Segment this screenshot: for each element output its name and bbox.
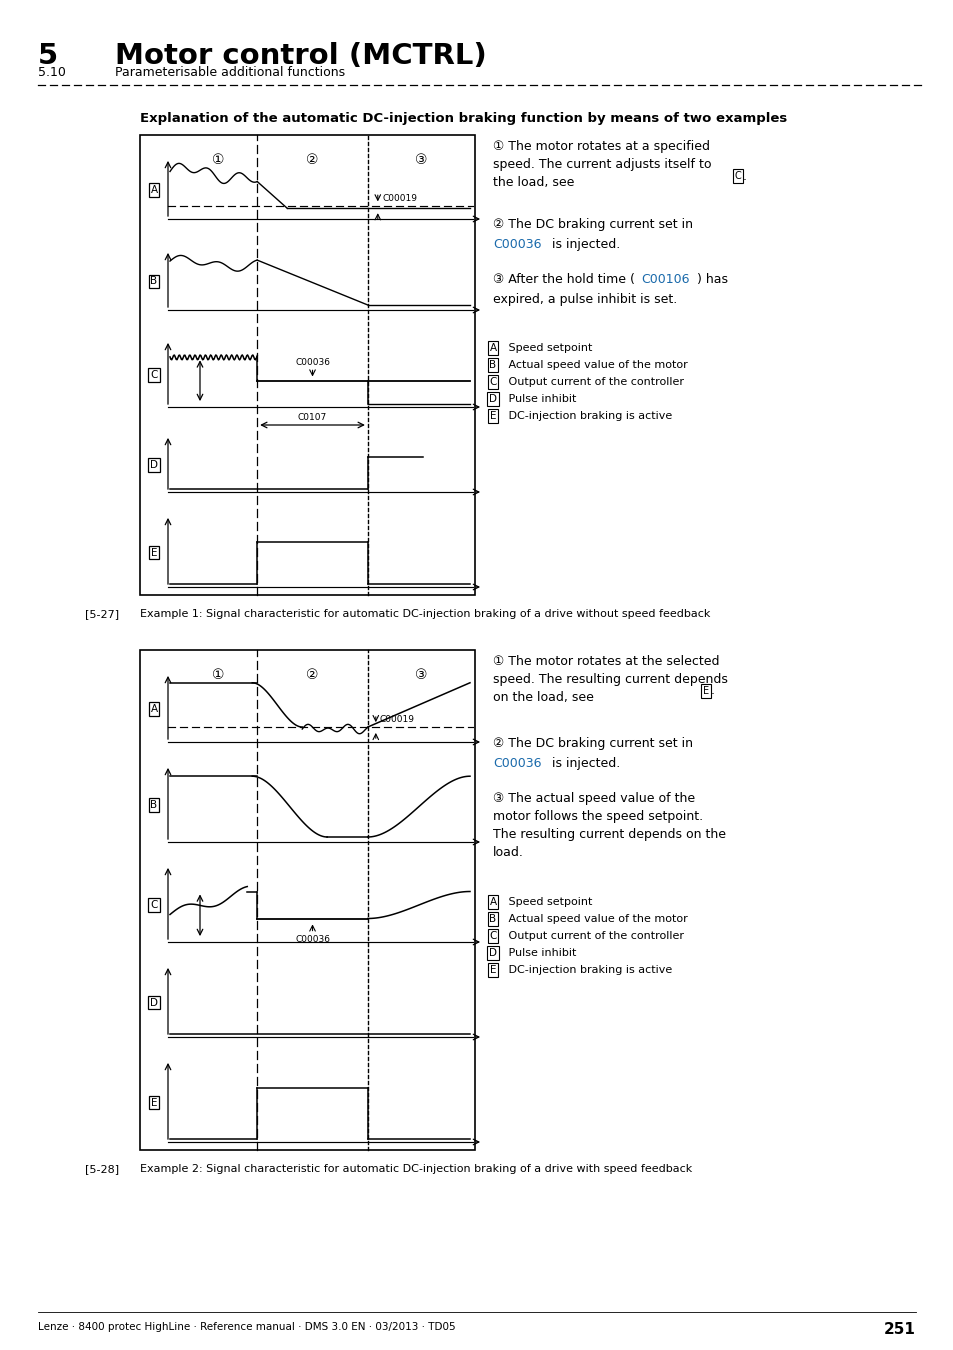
Text: is injected.: is injected. bbox=[547, 238, 619, 251]
Text: D: D bbox=[150, 460, 158, 470]
Text: A: A bbox=[151, 185, 157, 194]
Text: Motor control (MCTRL): Motor control (MCTRL) bbox=[115, 42, 486, 70]
Text: E: E bbox=[151, 1098, 157, 1107]
Text: C00019: C00019 bbox=[382, 194, 417, 202]
Text: C00036: C00036 bbox=[294, 358, 330, 367]
Text: C00036: C00036 bbox=[493, 238, 541, 251]
Text: ①: ① bbox=[213, 668, 225, 682]
Text: ② The DC braking current set in: ② The DC braking current set in bbox=[493, 217, 692, 231]
Text: C0107: C0107 bbox=[297, 413, 327, 423]
Bar bbox=[140, 135, 475, 595]
Text: Parameterisable additional functions: Parameterisable additional functions bbox=[115, 66, 345, 80]
Text: C: C bbox=[489, 931, 497, 941]
Text: ③: ③ bbox=[415, 153, 427, 167]
Text: ①: ① bbox=[213, 153, 225, 167]
Text: expired, a pulse inhibit is set.: expired, a pulse inhibit is set. bbox=[493, 293, 677, 306]
Text: DC-injection braking is active: DC-injection braking is active bbox=[504, 410, 672, 421]
Text: B: B bbox=[489, 914, 497, 923]
Text: Actual speed value of the motor: Actual speed value of the motor bbox=[504, 360, 687, 370]
Text: B: B bbox=[151, 277, 157, 286]
Text: Output current of the controller: Output current of the controller bbox=[504, 377, 683, 387]
Text: Example 2: Signal characteristic for automatic DC-injection braking of a drive w: Example 2: Signal characteristic for aut… bbox=[140, 1164, 692, 1174]
Text: C: C bbox=[151, 900, 157, 910]
Text: Output current of the controller: Output current of the controller bbox=[504, 931, 683, 941]
Text: .: . bbox=[742, 170, 746, 182]
Text: E: E bbox=[489, 965, 496, 975]
Text: E: E bbox=[151, 548, 157, 558]
Text: Speed setpoint: Speed setpoint bbox=[504, 343, 592, 352]
Text: Pulse inhibit: Pulse inhibit bbox=[504, 394, 576, 404]
Text: E: E bbox=[702, 686, 708, 697]
Text: ② The DC braking current set in: ② The DC braking current set in bbox=[493, 737, 692, 751]
Text: A: A bbox=[489, 896, 497, 907]
Bar bbox=[140, 649, 475, 1150]
Text: D: D bbox=[489, 394, 497, 404]
Text: C: C bbox=[734, 171, 740, 181]
Text: ③: ③ bbox=[415, 668, 427, 682]
Text: is injected.: is injected. bbox=[547, 757, 619, 769]
Text: [5-28]: [5-28] bbox=[85, 1164, 119, 1174]
Text: Explanation of the automatic DC-injection braking function by means of two examp: Explanation of the automatic DC-injectio… bbox=[140, 112, 786, 126]
Text: C00019: C00019 bbox=[379, 714, 415, 724]
Text: D: D bbox=[150, 998, 158, 1007]
Text: ① The motor rotates at the selected
speed. The resulting current depends
on the : ① The motor rotates at the selected spee… bbox=[493, 655, 727, 703]
Text: C00036: C00036 bbox=[294, 934, 330, 944]
Text: A: A bbox=[489, 343, 497, 352]
Text: Pulse inhibit: Pulse inhibit bbox=[504, 948, 576, 958]
Text: B: B bbox=[489, 360, 497, 370]
Text: 5.10: 5.10 bbox=[38, 66, 66, 80]
Text: C: C bbox=[151, 370, 157, 379]
Text: 5: 5 bbox=[38, 42, 58, 70]
Text: C00036: C00036 bbox=[493, 757, 541, 769]
Text: D: D bbox=[489, 948, 497, 958]
Text: C: C bbox=[489, 377, 497, 387]
Text: ③ After the hold time (: ③ After the hold time ( bbox=[493, 273, 634, 286]
Text: ②: ② bbox=[306, 668, 318, 682]
Text: A: A bbox=[151, 703, 157, 714]
Text: C00106: C00106 bbox=[640, 273, 689, 286]
Text: ③ The actual speed value of the
motor follows the speed setpoint.
The resulting : ③ The actual speed value of the motor fo… bbox=[493, 792, 725, 859]
Text: .: . bbox=[710, 684, 714, 698]
Text: DC-injection braking is active: DC-injection braking is active bbox=[504, 965, 672, 975]
Text: E: E bbox=[489, 410, 496, 421]
Text: Example 1: Signal characteristic for automatic DC-injection braking of a drive w: Example 1: Signal characteristic for aut… bbox=[140, 609, 710, 620]
Text: ) has: ) has bbox=[697, 273, 727, 286]
Text: B: B bbox=[151, 801, 157, 810]
Text: Lenze · 8400 protec HighLine · Reference manual · DMS 3.0 EN · 03/2013 · TD05: Lenze · 8400 protec HighLine · Reference… bbox=[38, 1322, 456, 1332]
Text: ① The motor rotates at a specified
speed. The current adjusts itself to
the load: ① The motor rotates at a specified speed… bbox=[493, 140, 711, 189]
Text: [5-27]: [5-27] bbox=[85, 609, 119, 620]
Text: ②: ② bbox=[306, 153, 318, 167]
Text: Actual speed value of the motor: Actual speed value of the motor bbox=[504, 914, 687, 923]
Text: 251: 251 bbox=[883, 1322, 915, 1336]
Text: Speed setpoint: Speed setpoint bbox=[504, 896, 592, 907]
